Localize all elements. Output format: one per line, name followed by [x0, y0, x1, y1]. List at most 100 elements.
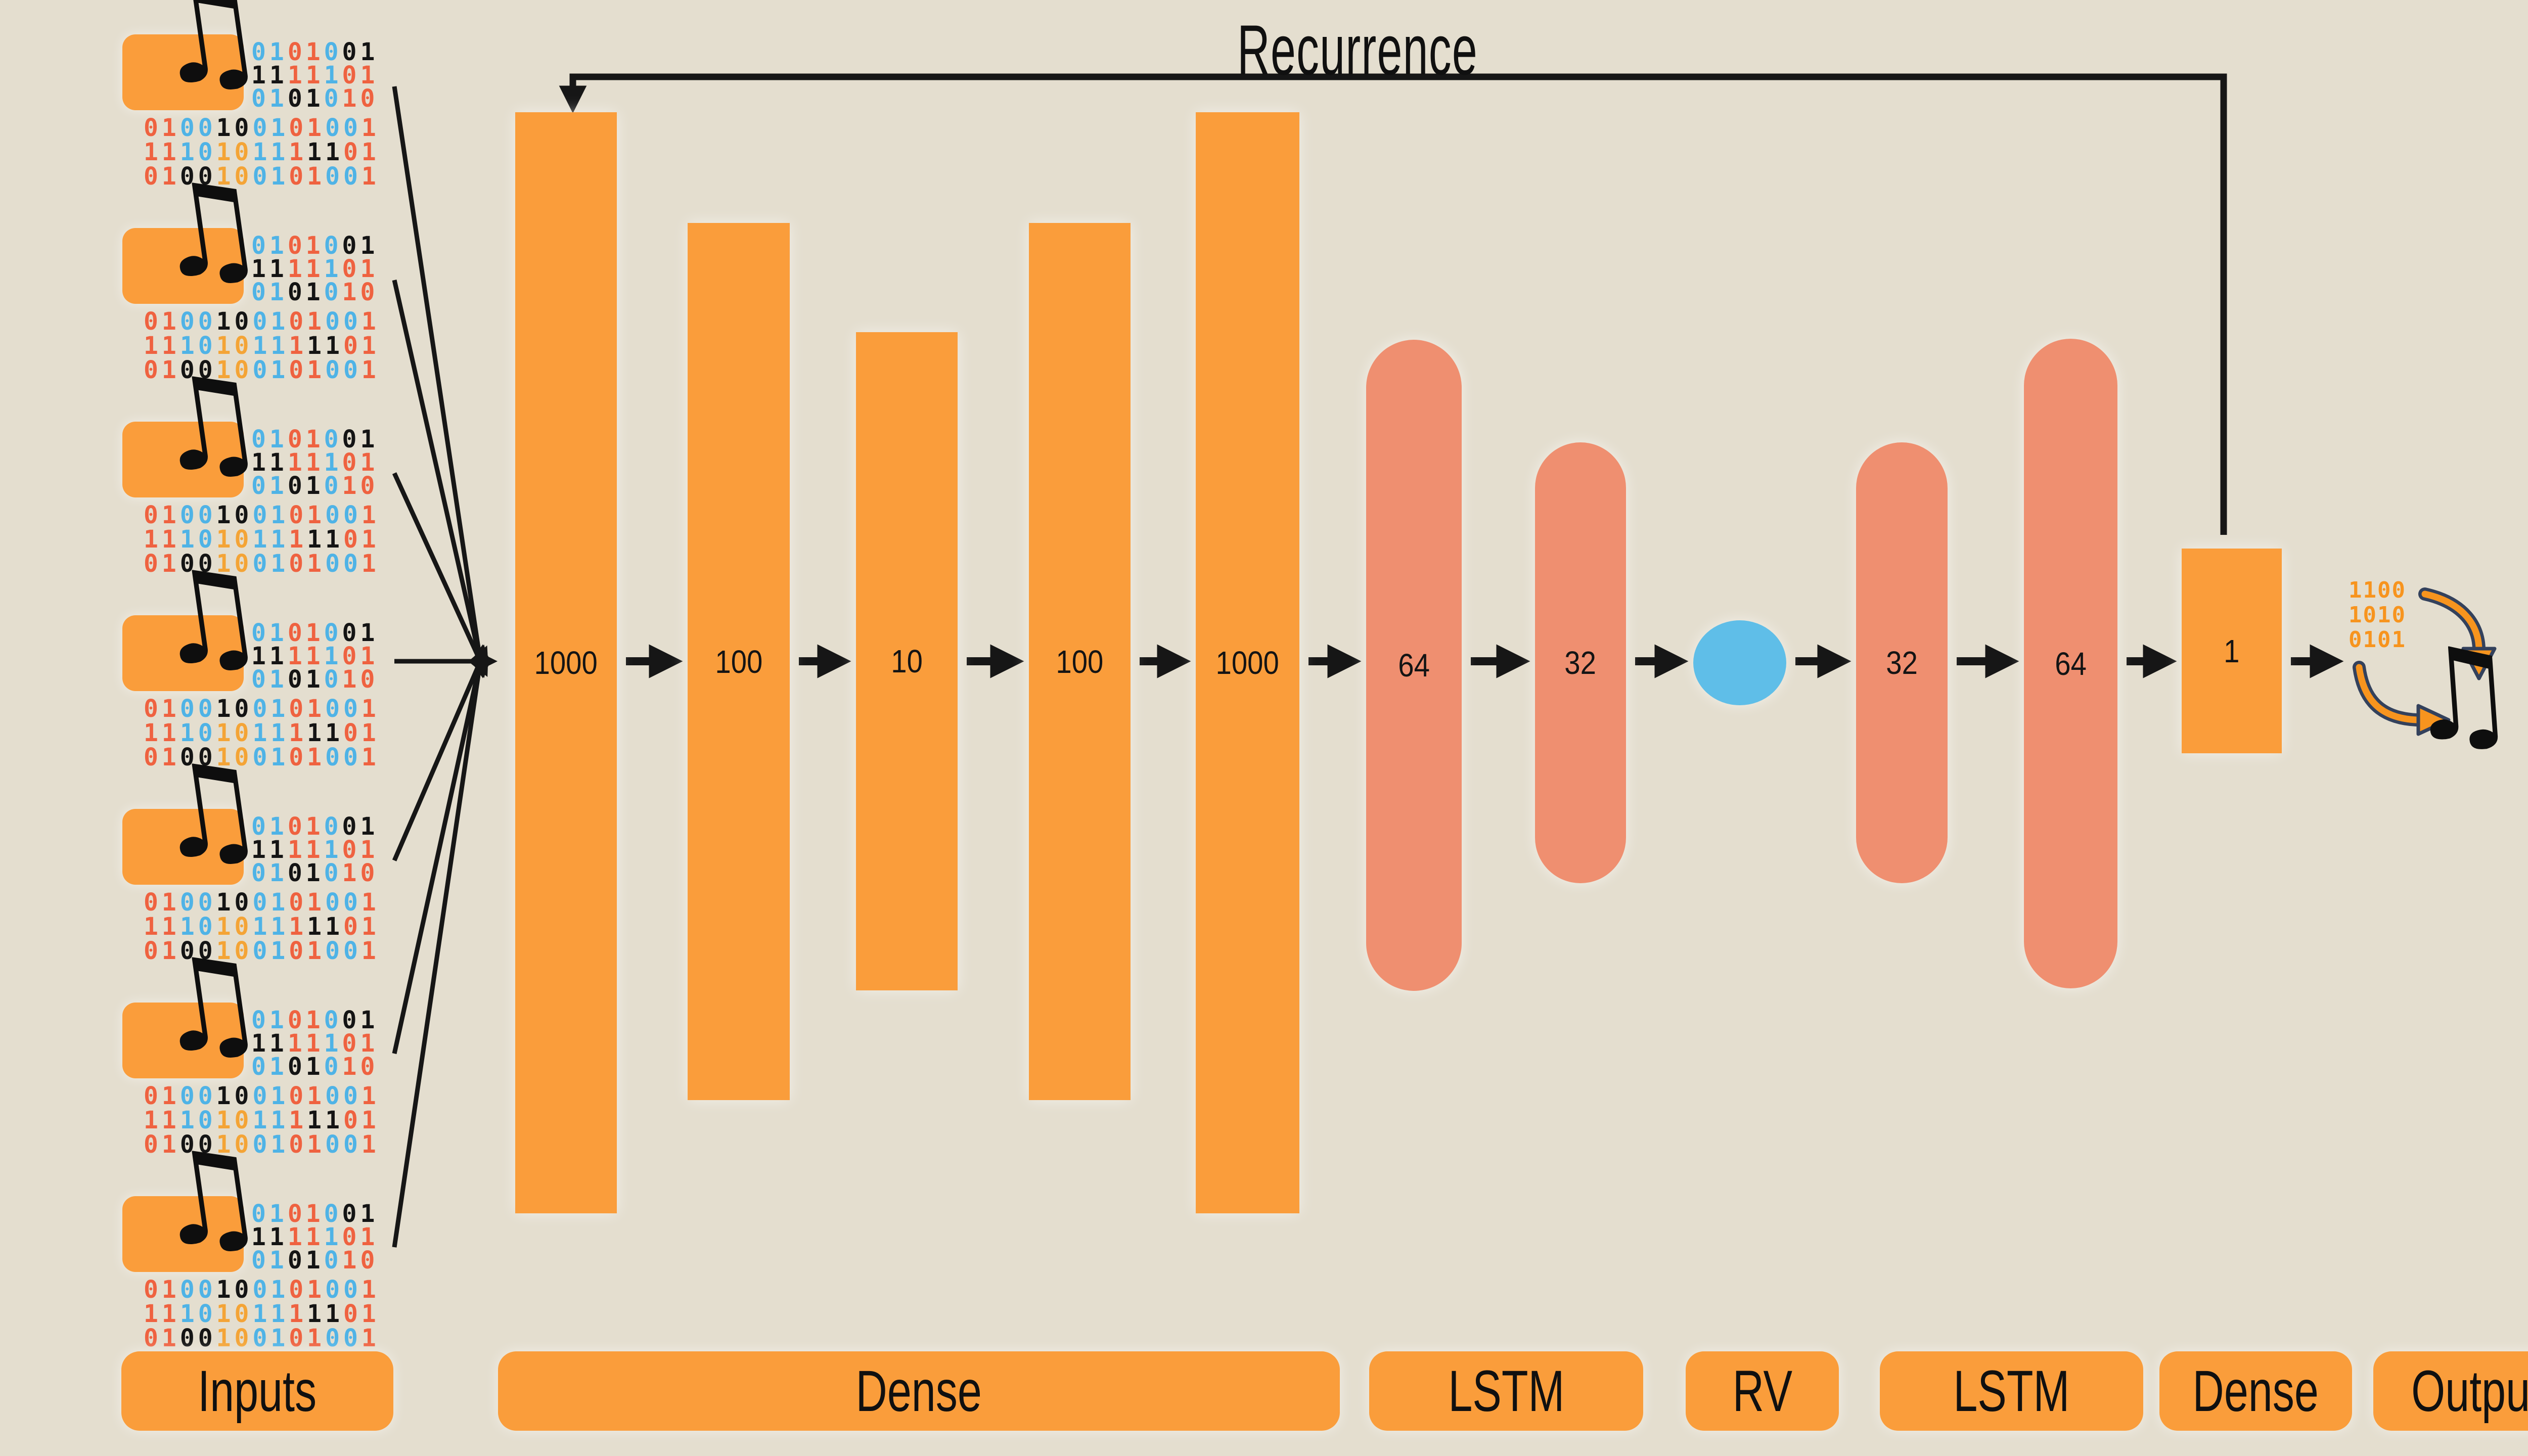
binary-digit: 1	[216, 1300, 235, 1328]
output-binary-line: 1100	[2349, 577, 2406, 603]
binary-digit: 1	[161, 743, 180, 771]
binary-digit: 1	[361, 743, 380, 771]
binary-digit: 0	[287, 278, 306, 306]
binary-digit: 1	[360, 448, 379, 477]
output-arrow	[2416, 704, 2451, 736]
binary-digit: 1	[325, 1300, 343, 1328]
binary-digit: 0	[343, 550, 362, 578]
binary-digit: 0	[287, 1006, 306, 1034]
binary-row: 1111101	[251, 1029, 378, 1058]
binary-digit: 0	[325, 695, 343, 723]
binary-row: 1110101111101	[144, 721, 380, 745]
binary-digit: 1	[305, 812, 324, 841]
binary-digit: 1	[216, 913, 235, 941]
binary-digit: 1	[144, 332, 162, 360]
binary-digit: 1	[269, 472, 288, 500]
binary-digit: 0	[198, 501, 216, 529]
binary-digit: 0	[343, 913, 362, 941]
binary-digit: 1	[270, 695, 289, 723]
binary-digit: 1	[269, 1006, 288, 1034]
fan-arrow	[392, 645, 488, 861]
binary-digit: 1	[342, 859, 360, 887]
layer-size-label: 100	[715, 643, 762, 680]
fan-arrow	[392, 644, 490, 1248]
binary-digit: 0	[234, 162, 253, 191]
input-sample-4: ♫ 0101001 1111101 0101010 0100100101001 11101…	[122, 536, 395, 809]
binary-digit: 0	[179, 1130, 198, 1159]
binary-digit: 0	[234, 888, 253, 917]
binary-digit: 0	[179, 1324, 198, 1352]
binary-digit: 1	[307, 525, 326, 554]
binary-digit: 1	[161, 114, 180, 142]
binary-digit: 1	[342, 1053, 360, 1081]
binary-digit: 0	[252, 888, 271, 917]
binary-digit: 0	[324, 619, 342, 647]
binary-row: 0100100101001	[144, 1324, 380, 1352]
binary-digit: 1	[269, 642, 288, 670]
binary-digit: 1	[269, 1223, 288, 1251]
binary-digit: 0	[198, 1106, 216, 1134]
binary-digit: 1	[361, 138, 380, 166]
input-card	[122, 1003, 244, 1078]
fan-arrow	[392, 644, 489, 1054]
binary-digit: 0	[342, 255, 360, 283]
binary-row: 0100100101001	[144, 307, 380, 336]
binary-row: 1110101111101	[144, 525, 380, 554]
binary-digit: 0	[234, 719, 253, 747]
binary-digit: 0	[289, 114, 307, 142]
stage-label-rv: RV	[1686, 1351, 1839, 1431]
binary-digit: 1	[144, 525, 162, 554]
fan-arrow	[392, 86, 490, 678]
layer-lstm-64: 64	[1366, 340, 1462, 991]
binary-digit: 1	[216, 162, 235, 191]
binary-digit: 1	[287, 1029, 306, 1058]
binary-row: 0100100101001	[144, 1276, 380, 1304]
binary-digit: 0	[179, 162, 198, 191]
binary-digit: 0	[342, 61, 360, 89]
binary-digit: 0	[289, 356, 307, 384]
binary-digit: 1	[360, 255, 379, 283]
binary-digit: 0	[198, 162, 216, 191]
binary-digit: 1	[307, 1276, 326, 1304]
binary-digit: 1	[324, 1223, 342, 1251]
binary-digit: 1	[307, 913, 326, 941]
stage-label-dense: Dense	[498, 1351, 1340, 1431]
binary-digit: 1	[270, 719, 289, 747]
binary-digit: 0	[179, 937, 198, 965]
binary-digit: 1	[269, 836, 288, 864]
binary-digit: 1	[325, 525, 343, 554]
binary-digit: 1	[360, 425, 379, 453]
binary-digit: 0	[325, 1082, 343, 1110]
binary-digit: 1	[144, 1300, 162, 1328]
binary-digit: 0	[198, 1130, 216, 1159]
binary-digit: 0	[234, 1276, 253, 1304]
binary-digit: 1	[251, 1029, 269, 1058]
binary-digit: 0	[324, 472, 342, 500]
binary-digit: 0	[198, 888, 216, 917]
binary-digit: 0	[342, 425, 360, 453]
binary-digit: 1	[216, 114, 235, 142]
binary-digit: 0	[324, 232, 342, 260]
binary-digit: 0	[324, 812, 342, 841]
binary-digit: 1	[216, 332, 235, 360]
binary-digit: 1	[252, 138, 271, 166]
binary-digit: 1	[161, 1324, 180, 1352]
binary-digit: 0	[343, 1130, 362, 1159]
binary-row: 0100100101001	[144, 1130, 380, 1159]
binary-digit: 1	[252, 719, 271, 747]
binary-digit: 1	[342, 665, 360, 694]
binary-digit: 0	[251, 1200, 269, 1228]
binary-digit: 1	[144, 719, 162, 747]
binary-digit: 0	[251, 278, 269, 306]
binary-digit: 0	[252, 501, 271, 529]
binary-digit: 0	[252, 937, 271, 965]
binary-digit: 1	[307, 719, 326, 747]
binary-digit: 0	[360, 472, 379, 500]
binary-digit: 1	[161, 888, 180, 917]
binary-digit: 1	[342, 84, 360, 113]
binary-digit: 0	[252, 307, 271, 336]
binary-digit: 1	[161, 138, 180, 166]
binary-digit: 1	[251, 61, 269, 89]
binary-digit: 0	[179, 743, 198, 771]
binary-digit: 0	[289, 695, 307, 723]
